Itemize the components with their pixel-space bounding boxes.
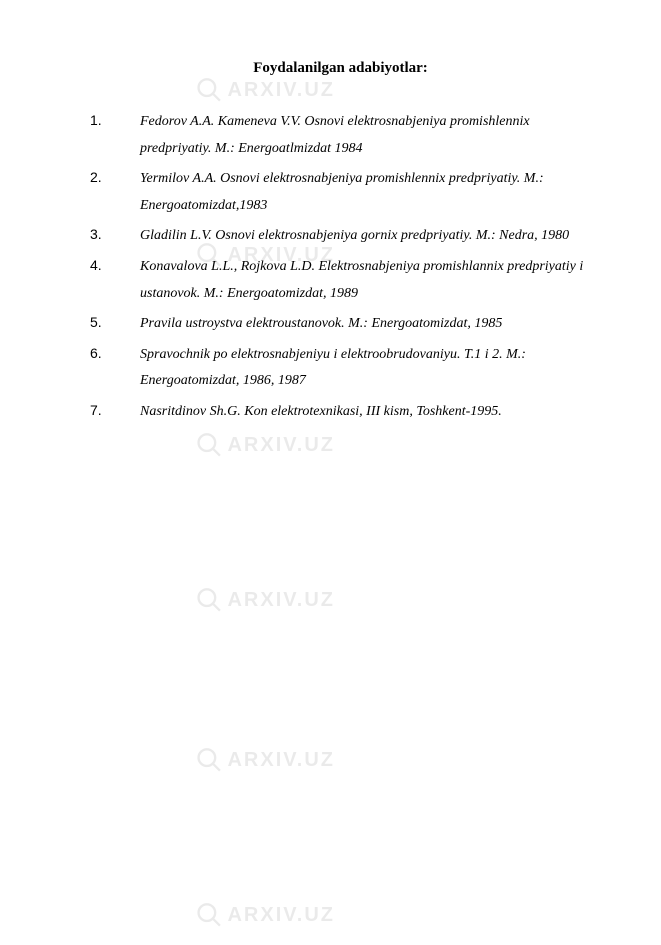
- reference-item: Fedorov A.A. Kameneva V.V. Osnovi elektr…: [90, 107, 591, 162]
- reference-text: Yermilov A.A. Osnovi elektrosnabjeniya p…: [140, 171, 544, 213]
- watermark: ARXIV.UZ: [195, 885, 335, 945]
- reference-text: Spravochnik po elektrosnabjeniyu i elekt…: [140, 347, 526, 389]
- reference-item: Pravila ustroystva elektroustanovok. M.:…: [90, 309, 591, 338]
- magnifier-icon: [195, 72, 223, 108]
- reference-list: Fedorov A.A. Kameneva V.V. Osnovi elektr…: [90, 107, 591, 426]
- reference-text: Pravila ustroystva elektroustanovok. M.:…: [140, 316, 502, 331]
- reference-item: Yermilov A.A. Osnovi elektrosnabjeniya p…: [90, 164, 591, 219]
- reference-text: Nasritdinov Sh.G. Kon elektrotexnikasi, …: [140, 404, 502, 419]
- magnifier-icon: [195, 742, 223, 778]
- page-title: Foydalanilgan adabiyotlar:: [90, 60, 591, 77]
- reference-item: Konavalova L.L., Rojkova L.D. Elektrosna…: [90, 252, 591, 307]
- reference-text: Fedorov A.A. Kameneva V.V. Osnovi elektr…: [140, 114, 530, 156]
- reference-text: Konavalova L.L., Rojkova L.D. Elektrosna…: [140, 259, 583, 301]
- reference-text: Gladilin L.V. Osnovi elektrosnabjeniya g…: [140, 228, 569, 243]
- magnifier-icon: [195, 897, 223, 933]
- watermark-text: ARXIV.UZ: [227, 79, 335, 102]
- watermark-text: ARXIV.UZ: [227, 589, 335, 612]
- reference-item: Nasritdinov Sh.G. Kon elektrotexnikasi, …: [90, 397, 591, 426]
- magnifier-icon: [195, 582, 223, 618]
- watermark-text: ARXIV.UZ: [227, 749, 335, 772]
- watermark: ARXIV.UZ: [195, 570, 335, 630]
- watermark-text: ARXIV.UZ: [227, 434, 335, 457]
- reference-item: Gladilin L.V. Osnovi elektrosnabjeniya g…: [90, 221, 591, 250]
- reference-item: Spravochnik po elektrosnabjeniyu i elekt…: [90, 340, 591, 395]
- watermark: ARXIV.UZ: [195, 730, 335, 790]
- magnifier-icon: [195, 427, 223, 463]
- watermark-text: ARXIV.UZ: [227, 904, 335, 927]
